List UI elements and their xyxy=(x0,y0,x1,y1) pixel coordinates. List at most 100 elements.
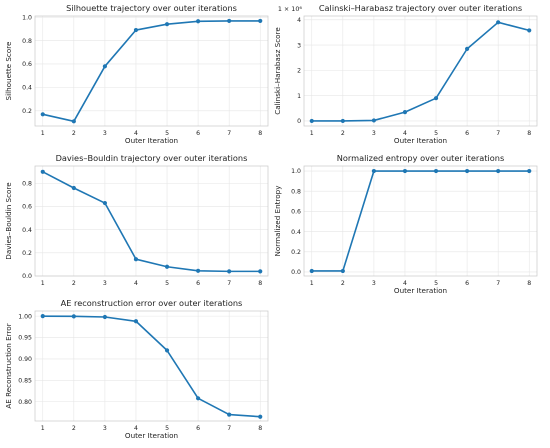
series-line xyxy=(42,171,261,273)
x-tick-label: 2 xyxy=(72,425,76,432)
y-tick-label: 0.4 xyxy=(22,85,32,92)
y-tick-label: 0.2 xyxy=(22,250,32,257)
data-point xyxy=(258,18,263,24)
data-point xyxy=(258,414,263,419)
data-point xyxy=(71,314,76,319)
y-tick-label: 1.0 xyxy=(291,168,301,175)
x-tick-label: 1 xyxy=(310,130,314,137)
plot-area xyxy=(304,16,537,126)
x-tick-label: 3 xyxy=(103,425,107,432)
x-tick-label: 2 xyxy=(72,130,76,137)
series-line xyxy=(311,21,530,122)
y-tick-label: 0.6 xyxy=(291,209,301,216)
y-tick-label: 0.80 xyxy=(18,399,32,406)
x-tick-label: 5 xyxy=(434,280,438,287)
y-tick-label: 0 xyxy=(297,118,301,125)
x-tick-label: 8 xyxy=(258,425,262,432)
x-axis-label: Outer Iteration xyxy=(125,431,178,440)
chart-panel-2: 1 2 3 4 5 6 7 8 0 1 2 3 4 Calinski–Harabasz trajector… xyxy=(273,3,538,145)
y-offset-label: 1 × 10⁶ xyxy=(278,5,303,13)
x-tick-label: 1 xyxy=(310,280,314,287)
series-line xyxy=(42,20,261,123)
chart-panel-3: 1 2 3 4 5 6 7 8 0.0 0.2 0.4 0.6 0.8 Davies–Bouldin tr… xyxy=(4,153,269,287)
y-tick-label: 0.95 xyxy=(18,335,32,342)
y-tick-label: 0.8 xyxy=(22,181,32,188)
x-tick-label: 2 xyxy=(72,280,76,287)
series-line xyxy=(42,315,261,418)
data-point xyxy=(164,348,170,353)
plot-area xyxy=(35,16,268,126)
x-tick-label: 7 xyxy=(227,280,231,287)
data-point xyxy=(465,168,470,174)
y-tick-label: 1.00 xyxy=(18,313,32,320)
x-tick-label: 3 xyxy=(103,130,107,137)
x-tick-label: 7 xyxy=(227,130,231,137)
data-point xyxy=(40,169,45,174)
y-axis-label: AE Reconstruction Error xyxy=(4,323,13,408)
data-point xyxy=(433,96,439,101)
x-tick-label: 3 xyxy=(372,280,376,287)
y-axis-label: Silhouette Score xyxy=(4,41,13,101)
plot-frame xyxy=(303,165,538,277)
y-tick-label: 0.8 xyxy=(291,188,301,195)
x-tick-label: 6 xyxy=(465,280,469,287)
plot-frame xyxy=(34,310,269,422)
plot-area xyxy=(35,311,268,421)
y-tick-label: 1.0 xyxy=(22,14,32,21)
y-tick-label: 0.0 xyxy=(291,269,301,276)
y-tick-label: 0.85 xyxy=(18,378,32,385)
x-tick-label: 5 xyxy=(165,425,169,432)
data-point xyxy=(164,22,170,27)
x-tick-label: 2 xyxy=(341,280,345,287)
data-point xyxy=(71,119,76,124)
data-point xyxy=(527,28,532,33)
data-point xyxy=(227,269,232,274)
data-point xyxy=(196,268,201,273)
x-tick-label: 1 xyxy=(41,425,45,432)
x-tick-label: 8 xyxy=(258,130,262,137)
x-tick-label: 6 xyxy=(465,130,469,137)
x-tick-label: 5 xyxy=(165,280,169,287)
chart-panel-1: 1 2 3 4 5 6 7 8 0.2 0.4 0.6 0.8 1.0 Silhouette trajec… xyxy=(4,3,269,145)
x-axis-label: Outer Iteration xyxy=(394,286,447,295)
y-tick-label: 0.6 xyxy=(22,61,32,68)
x-tick-label: 8 xyxy=(527,130,531,137)
y-tick-label: 2 xyxy=(297,68,301,75)
data-point xyxy=(433,168,439,174)
y-tick-label: 0.0 xyxy=(22,273,32,280)
data-point xyxy=(102,200,107,206)
data-point xyxy=(133,27,139,33)
x-tick-label: 7 xyxy=(496,130,500,137)
chart-panel-4: 1 2 3 4 5 6 7 8 0.0 0.2 0.4 0.6 0.8 1.0 Normalized ent… xyxy=(273,153,538,295)
data-point xyxy=(371,168,376,174)
x-tick-label: 2 xyxy=(341,130,345,137)
plot-frame xyxy=(303,15,538,127)
data-point xyxy=(340,118,345,124)
x-tick-label: 5 xyxy=(434,130,438,137)
plot-area xyxy=(35,166,268,276)
x-tick-label: 5 xyxy=(165,130,169,137)
data-point xyxy=(196,396,201,401)
data-point xyxy=(40,314,45,319)
y-tick-label: 0.8 xyxy=(22,38,32,45)
y-tick-label: 0.90 xyxy=(18,356,32,363)
x-tick-label: 4 xyxy=(403,130,407,137)
x-tick-label: 8 xyxy=(258,280,262,287)
data-point xyxy=(402,109,408,115)
y-tick-label: 0.4 xyxy=(22,227,32,234)
chart-title: AE reconstruction error over outer itera… xyxy=(61,298,243,308)
y-tick-label: 3 xyxy=(297,42,301,49)
x-tick-label: 1 xyxy=(41,280,45,287)
y-axis-label: Davies–Bouldin Score xyxy=(4,182,13,260)
data-point xyxy=(496,20,501,25)
x-tick-label: 4 xyxy=(134,425,138,432)
data-point xyxy=(133,257,139,262)
chart-title: Normalized entropy over outer iterations xyxy=(337,153,504,163)
data-point xyxy=(258,269,263,274)
x-tick-label: 4 xyxy=(134,280,138,287)
data-point xyxy=(71,185,76,191)
data-point xyxy=(340,268,345,274)
y-tick-label: 1 xyxy=(297,93,301,100)
x-tick-label: 8 xyxy=(527,280,531,287)
